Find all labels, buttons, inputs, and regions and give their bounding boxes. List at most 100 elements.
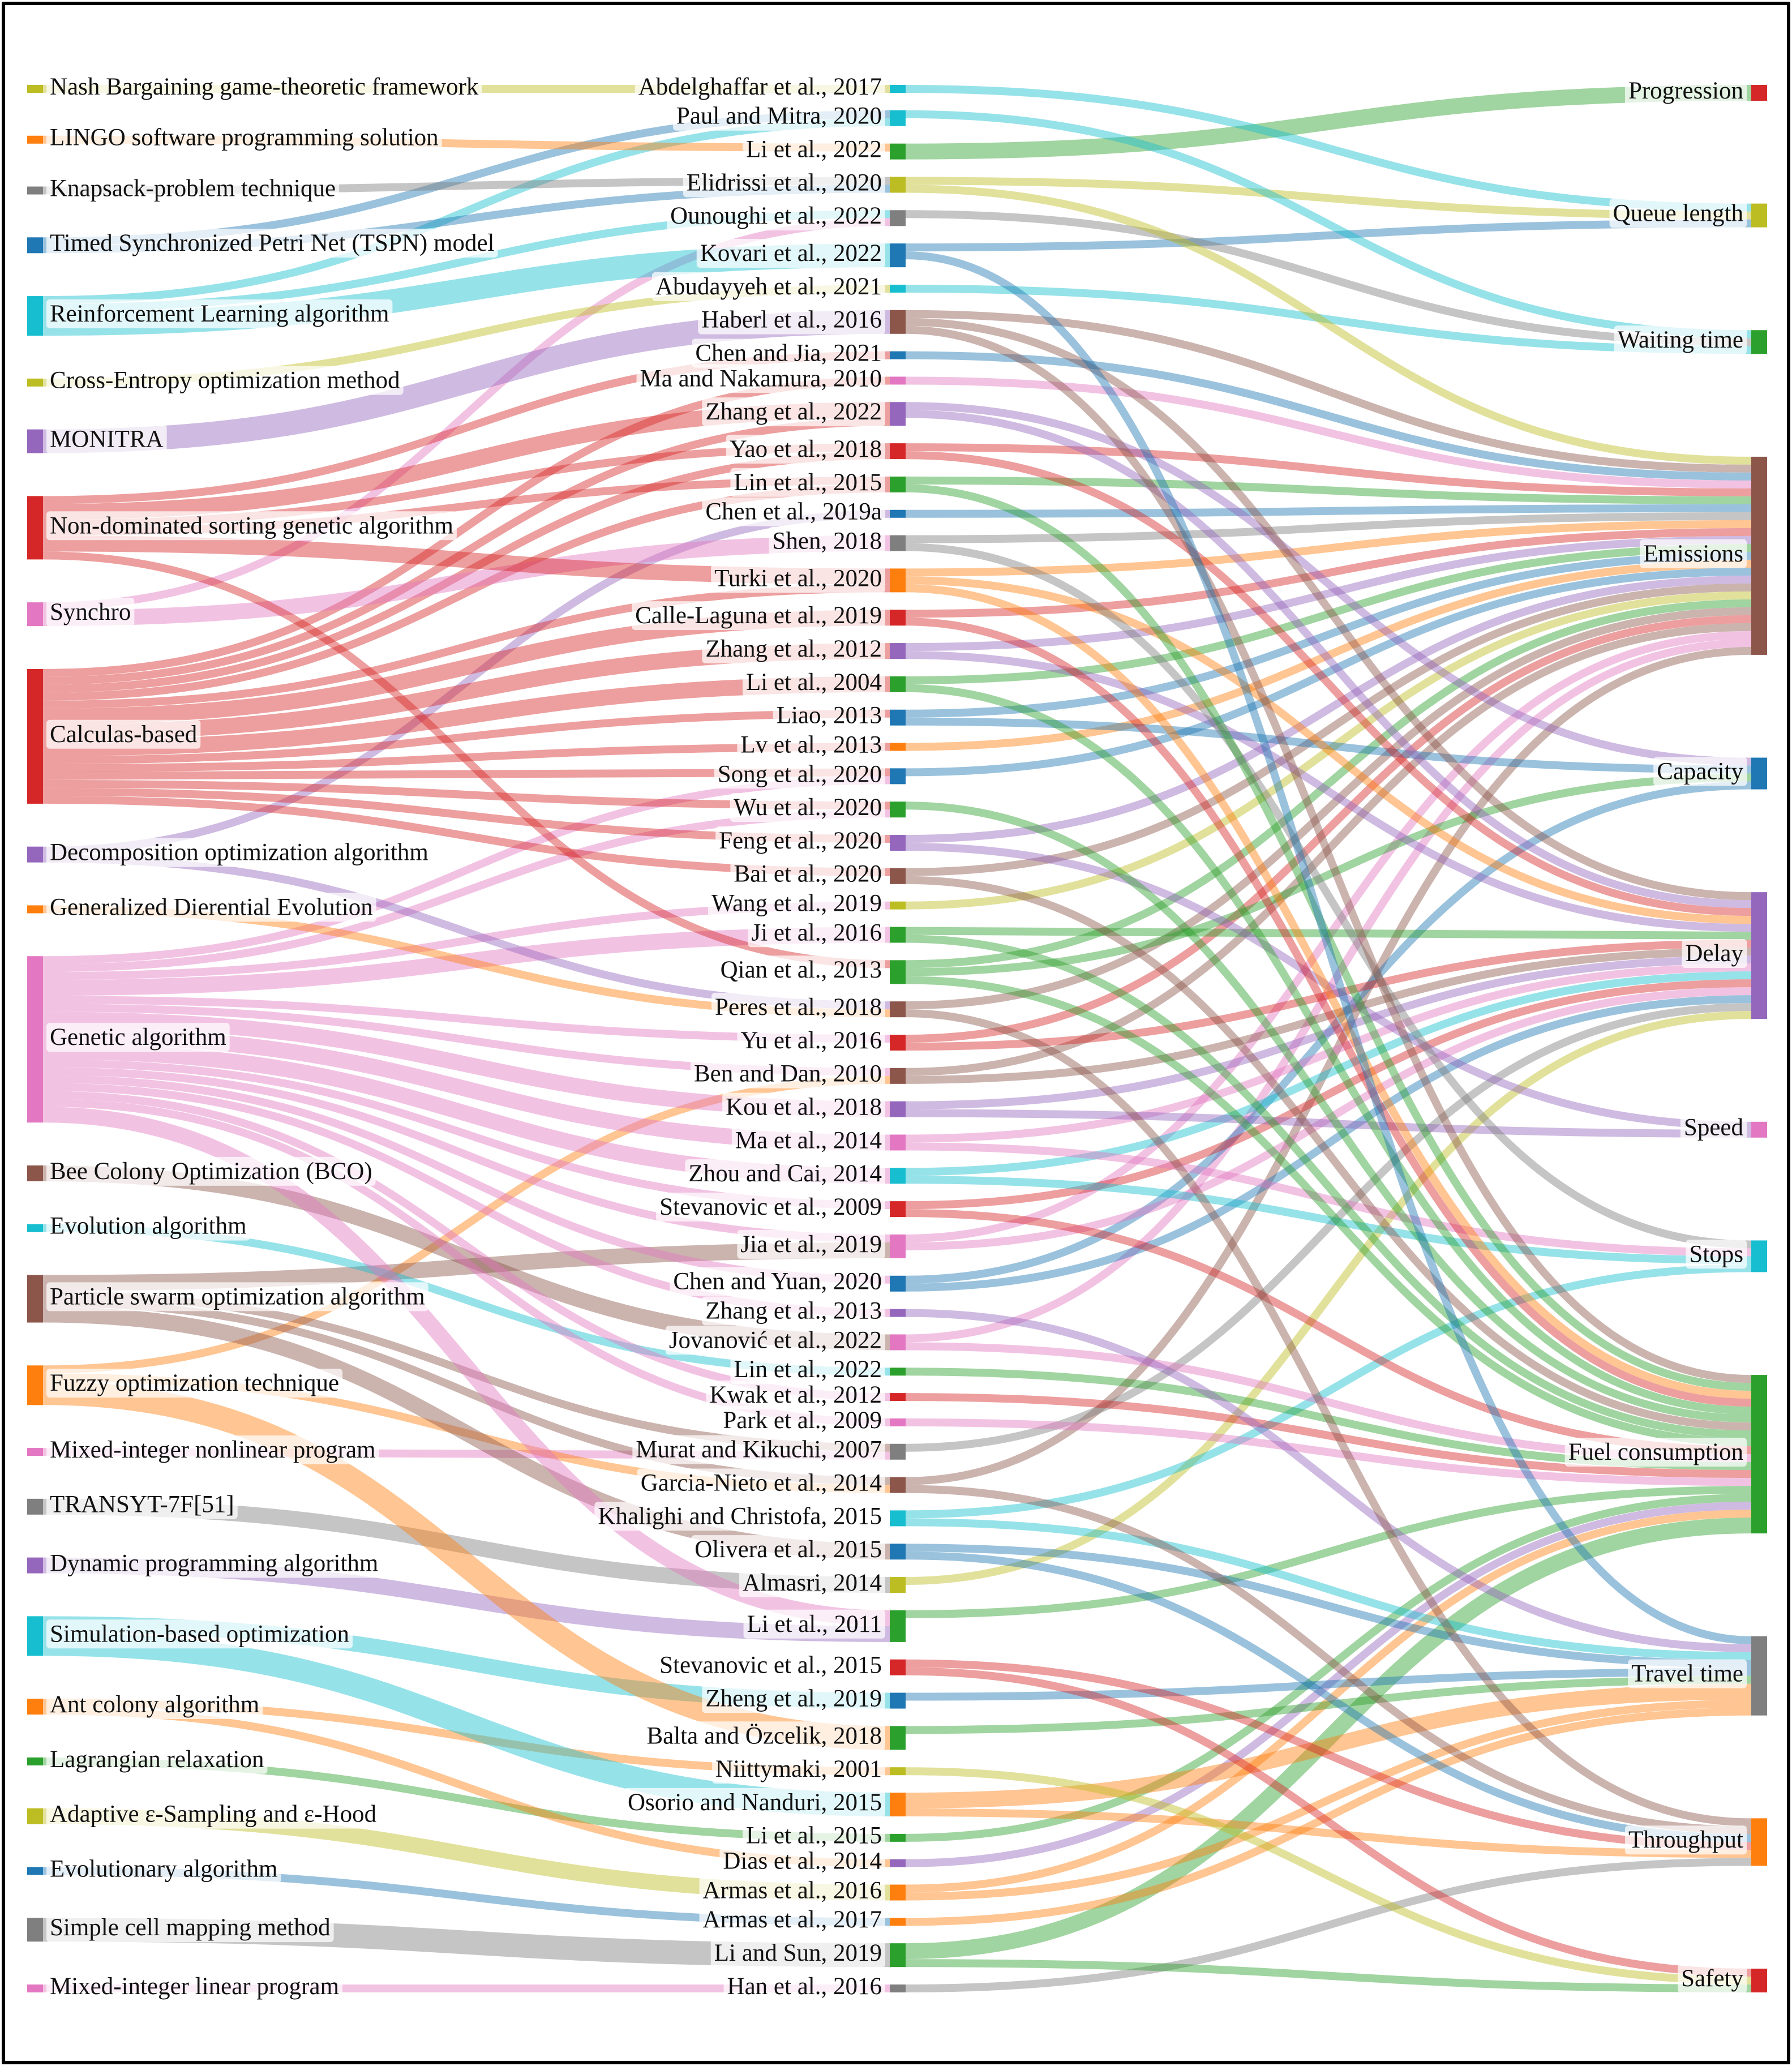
node-osorio-and-nanduri-2015[interactable]: [890, 1793, 906, 1817]
node-travel-time[interactable]: [1751, 1636, 1767, 1716]
node-wang-et-al-2019[interactable]: [890, 901, 906, 910]
node-genetic-algorithm[interactable]: [27, 956, 43, 1123]
node-capacity[interactable]: [1751, 757, 1767, 790]
node-non-dominated-sorting-genetic-algorithm[interactable]: [27, 496, 43, 560]
node-li-et-al-2004[interactable]: [890, 676, 906, 692]
node-zhou-and-cai-2014[interactable]: [890, 1168, 906, 1184]
node-queue-length[interactable]: [1751, 203, 1767, 228]
node-bai-et-al-2020[interactable]: [890, 868, 906, 884]
node-li-et-al-2022[interactable]: [890, 143, 906, 160]
node-abudayyeh-et-al-2021[interactable]: [890, 284, 906, 293]
node-chen-and-jia-2021[interactable]: [890, 351, 906, 359]
node-stevanovic-et-al-2015[interactable]: [890, 1659, 906, 1675]
node-yu-et-al-2016[interactable]: [890, 1035, 906, 1051]
node-zhang-et-al-2012[interactable]: [890, 643, 906, 659]
node-ben-and-dan-2010[interactable]: [890, 1068, 906, 1084]
node-stevanovic-et-al-2009[interactable]: [890, 1201, 906, 1218]
node-ant-colony-algorithm[interactable]: [27, 1699, 43, 1715]
node-speed[interactable]: [1751, 1121, 1767, 1138]
node-qian-et-al-2013[interactable]: [890, 960, 906, 984]
label-abdelghaffar-et-al-2017: Abdelghaffar et al., 2017: [638, 74, 882, 100]
node-ma-et-al-2014[interactable]: [890, 1134, 906, 1151]
node-ji-et-al-2016[interactable]: [890, 927, 906, 943]
node-ma-and-nakamura-2010[interactable]: [890, 376, 906, 385]
node-song-et-al-2020[interactable]: [890, 768, 906, 785]
node-olivera-et-al-2015[interactable]: [890, 1544, 906, 1560]
node-lingo-software-programming-solution[interactable]: [27, 135, 43, 144]
node-chen-et-al-2019a[interactable]: [890, 509, 906, 518]
node-lin-et-al-2015[interactable]: [890, 476, 906, 492]
node-kou-et-al-2018[interactable]: [890, 1101, 906, 1117]
node-synchro[interactable]: [27, 602, 43, 627]
node-progression[interactable]: [1751, 85, 1767, 101]
node-evolution-algorithm[interactable]: [27, 1224, 43, 1232]
node-transyt-7f-51[interactable]: [27, 1498, 43, 1515]
node-jia-et-al-2019[interactable]: [890, 1234, 906, 1258]
node-feng-et-al-2020[interactable]: [890, 835, 906, 851]
node-monitra[interactable]: [27, 429, 43, 453]
node-han-et-al-2016[interactable]: [890, 1984, 906, 1992]
node-cross-entropy-optimization-method[interactable]: [27, 378, 43, 387]
node-waiting-time[interactable]: [1751, 330, 1767, 354]
node-particle-swarm-optimization-algorithm[interactable]: [27, 1275, 43, 1323]
node-haberl-et-al-2016[interactable]: [890, 310, 906, 334]
node-dias-et-al-2014[interactable]: [890, 1859, 906, 1867]
node-lin-et-al-2022[interactable]: [890, 1368, 906, 1376]
node-adaptive-sampling-and-hood[interactable]: [27, 1808, 43, 1824]
node-li-and-sun-2019[interactable]: [890, 1943, 906, 1968]
node-li-et-al-2015[interactable]: [890, 1833, 906, 1842]
node-fuzzy-optimization-technique[interactable]: [27, 1365, 43, 1405]
node-mixed-integer-nonlinear-program[interactable]: [27, 1448, 43, 1456]
node-bee-colony-optimization-bco[interactable]: [27, 1165, 43, 1181]
node-garcia-nieto-et-al-2014[interactable]: [890, 1477, 906, 1493]
node-zhang-et-al-2013[interactable]: [890, 1309, 906, 1317]
node-generalized-dierential-evolution[interactable]: [27, 905, 43, 914]
node-safety[interactable]: [1751, 1969, 1767, 1992]
node-ounoughi-et-al-2022[interactable]: [890, 210, 906, 226]
node-armas-et-al-2016[interactable]: [890, 1884, 906, 1901]
node-calle-laguna-et-al-2019[interactable]: [890, 610, 906, 626]
node-stops[interactable]: [1751, 1240, 1767, 1272]
node-simulation-based-optimization[interactable]: [27, 1616, 43, 1656]
node-almasri-2014[interactable]: [890, 1577, 906, 1593]
node-khalighi-and-christofa-2015[interactable]: [890, 1510, 906, 1527]
node-fuel-consumption[interactable]: [1751, 1375, 1767, 1534]
node-nash-bargaining-game-theoretic-framework[interactable]: [27, 85, 43, 93]
node-simple-cell-mapping-method[interactable]: [27, 1918, 43, 1942]
node-evolutionary-algorithm[interactable]: [27, 1867, 43, 1875]
node-emissions[interactable]: [1751, 456, 1767, 655]
node-decomposition-optimization-algorithm[interactable]: [27, 846, 43, 863]
node-chen-and-yuan-2020[interactable]: [890, 1275, 906, 1292]
node-abdelghaffar-et-al-2017[interactable]: [890, 85, 906, 93]
node-jovanovi-et-al-2022[interactable]: [890, 1334, 906, 1351]
node-elidrissi-et-al-2020[interactable]: [890, 177, 906, 193]
node-reinforcement-learning-algorithm[interactable]: [27, 296, 43, 336]
node-turki-et-al-2020[interactable]: [890, 568, 906, 593]
node-paul-and-mitra-2020[interactable]: [890, 110, 906, 126]
link-genetic-algorithm-to-jia-et-al-2019: [42, 1067, 890, 1242]
node-li-et-al-2011[interactable]: [890, 1610, 906, 1642]
node-delay[interactable]: [1751, 892, 1767, 1019]
node-niittymaki-2001[interactable]: [890, 1767, 906, 1776]
node-throughput[interactable]: [1751, 1818, 1767, 1866]
node-lagrangian-relaxation[interactable]: [27, 1757, 43, 1765]
node-lv-et-al-2013[interactable]: [890, 743, 906, 751]
node-zhang-et-al-2022[interactable]: [890, 402, 906, 426]
node-kovari-et-al-2022[interactable]: [890, 243, 906, 268]
node-kwak-et-al-2012[interactable]: [890, 1393, 906, 1401]
node-calculas-based[interactable]: [27, 668, 43, 804]
node-zheng-et-al-2019[interactable]: [890, 1692, 906, 1709]
node-mixed-integer-linear-program[interactable]: [27, 1984, 43, 1992]
node-balta-and-zcelik-2018[interactable]: [890, 1726, 906, 1750]
node-park-et-al-2009[interactable]: [890, 1418, 906, 1426]
node-shen-2018[interactable]: [890, 535, 906, 551]
node-peres-et-al-2018[interactable]: [890, 1001, 906, 1018]
node-murat-and-kikuchi-2007[interactable]: [890, 1443, 906, 1460]
node-armas-et-al-2017[interactable]: [890, 1918, 906, 1926]
node-yao-et-al-2018[interactable]: [890, 443, 906, 460]
node-liao-2013[interactable]: [890, 709, 906, 726]
node-wu-et-al-2020[interactable]: [890, 801, 906, 818]
node-timed-synchronized-petri-net-tspn-model[interactable]: [27, 237, 43, 254]
node-knapsack-problem-technique[interactable]: [27, 186, 43, 195]
node-dynamic-programming-algorithm[interactable]: [27, 1557, 43, 1574]
